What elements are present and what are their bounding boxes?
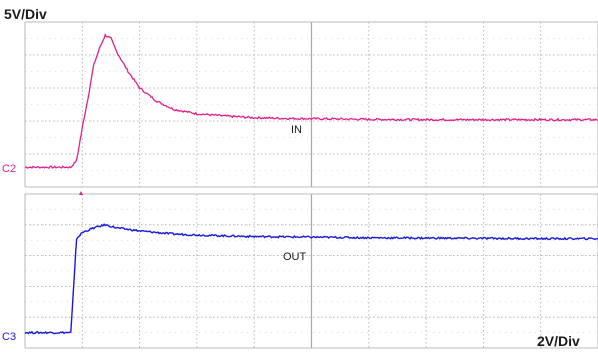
top-panel-grid bbox=[24, 21, 598, 188]
bottom-panel-grid bbox=[24, 193, 598, 349]
c2-channel-label: C2 bbox=[2, 163, 16, 175]
out-series-label: OUT bbox=[283, 251, 307, 263]
in-series-label: IN bbox=[291, 124, 302, 136]
bottom-scale-label: 2V/Div bbox=[537, 333, 580, 349]
trigger-marker-icon bbox=[79, 191, 83, 195]
top-scale-label: 5V/Div bbox=[4, 6, 47, 22]
c2-trace bbox=[24, 33, 598, 169]
c3-channel-label: C3 bbox=[2, 331, 16, 343]
c3-trace bbox=[24, 223, 598, 335]
